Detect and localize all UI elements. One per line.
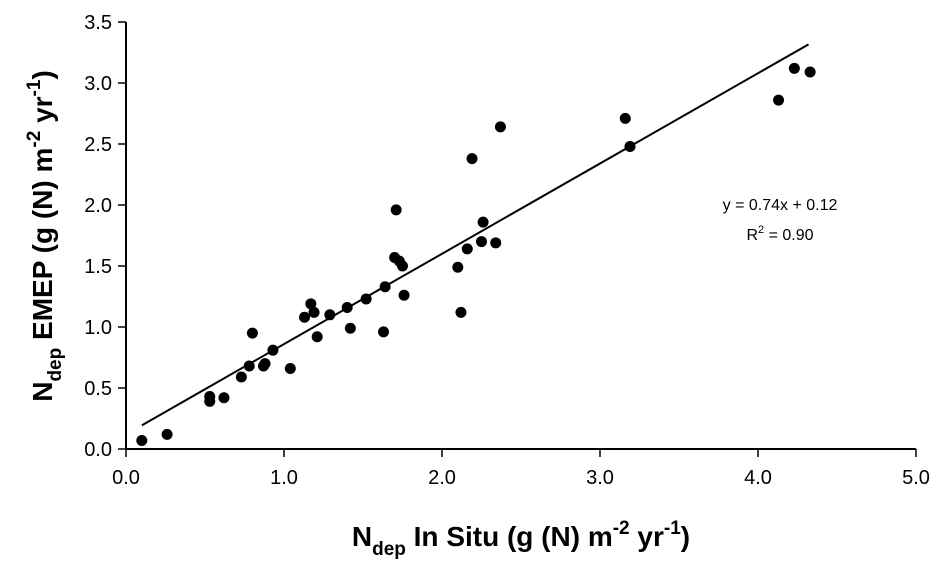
x-tick-label: 4.0 — [744, 467, 772, 489]
y-title-text3: ) — [27, 70, 58, 79]
x-title-text2: yr — [630, 521, 664, 552]
regression-equation: y = 0.74x + 0.12 — [723, 197, 838, 214]
data-point — [204, 391, 216, 403]
y-tick-label: 3.5 — [84, 12, 112, 34]
data-point — [804, 66, 816, 78]
data-point — [324, 309, 336, 321]
y-title-base: N — [27, 382, 58, 402]
data-point — [455, 306, 467, 318]
x-title-sup1: -2 — [613, 518, 630, 539]
data-point — [243, 360, 255, 372]
y-tick-label: 0.0 — [84, 439, 112, 461]
data-point — [218, 392, 230, 404]
data-point — [259, 358, 271, 370]
data-point — [490, 237, 502, 249]
plot-area: 0.0 1.0 2.0 3.0 4.0 5.0 0.0 0.5 1.0 1.5 2.0 2.5 3.0… — [84, 12, 930, 489]
data-point — [397, 260, 408, 272]
data-point — [461, 243, 473, 255]
trendline — [141, 43, 810, 427]
x-axis-title: Ndep In Situ (g (N) m-2 yr-1) — [352, 518, 690, 560]
data-point — [477, 216, 489, 228]
data-point — [305, 298, 317, 310]
x-title-sup2: -1 — [664, 518, 681, 539]
data-point — [452, 261, 464, 273]
x-tick-label: 1.0 — [270, 467, 298, 489]
r-squared-label: R2 = 0.90 — [746, 224, 813, 244]
y-ticks: 0.0 0.5 1.0 1.5 2.0 2.5 3.0 3.5 — [84, 12, 126, 461]
data-point — [476, 236, 487, 248]
data-point — [341, 301, 353, 313]
data-point — [773, 94, 785, 106]
data-point — [267, 344, 279, 356]
x-tick-label: 2.0 — [428, 467, 456, 489]
y-title-sup1: -2 — [24, 131, 45, 148]
x-tick-label: 5.0 — [902, 467, 930, 489]
x-tick-label: 0.0 — [112, 467, 140, 489]
data-points — [136, 62, 816, 446]
data-point — [246, 327, 258, 339]
data-point — [235, 371, 247, 383]
r-squared-sup: 2 — [758, 224, 764, 236]
x-title-sub: dep — [372, 539, 406, 560]
data-point — [360, 293, 372, 305]
y-tick-label: 0.5 — [84, 378, 112, 400]
data-point — [624, 140, 636, 152]
data-point — [619, 112, 631, 124]
data-point — [308, 306, 320, 318]
x-ticks: 0.0 1.0 2.0 3.0 4.0 5.0 — [112, 449, 930, 489]
data-point — [284, 362, 296, 374]
data-point — [311, 331, 323, 343]
r-squared-value: = 0.90 — [764, 227, 813, 244]
y-title-text: EMEP (g (N) m — [27, 148, 58, 348]
data-point — [161, 428, 173, 440]
data-point — [788, 62, 800, 74]
x-title-text: In Situ (g (N) m — [406, 521, 613, 552]
y-tick-label: 3.0 — [84, 73, 112, 95]
data-point — [494, 121, 506, 133]
y-title-text2: yr — [27, 96, 58, 130]
x-tick-label: 3.0 — [586, 467, 614, 489]
data-point — [378, 326, 390, 338]
data-point — [390, 204, 402, 216]
data-point — [136, 434, 148, 446]
data-point — [344, 322, 356, 334]
y-tick-label: 1.5 — [84, 256, 112, 278]
y-tick-label: 2.5 — [84, 134, 112, 156]
x-title-text3: ) — [681, 521, 690, 552]
y-axis-title: Ndep EMEP (g (N) m-2 yr-1) — [24, 70, 66, 402]
r-squared-base: R — [746, 227, 758, 244]
y-title-sup2: -1 — [24, 79, 45, 96]
data-point — [398, 289, 410, 301]
data-point — [379, 281, 391, 293]
x-title-base: N — [352, 521, 372, 552]
data-point — [466, 153, 478, 165]
y-tick-label: 2.0 — [84, 195, 112, 217]
y-title-sub: dep — [45, 348, 66, 382]
data-point — [299, 311, 311, 323]
y-tick-label: 1.0 — [84, 317, 112, 339]
